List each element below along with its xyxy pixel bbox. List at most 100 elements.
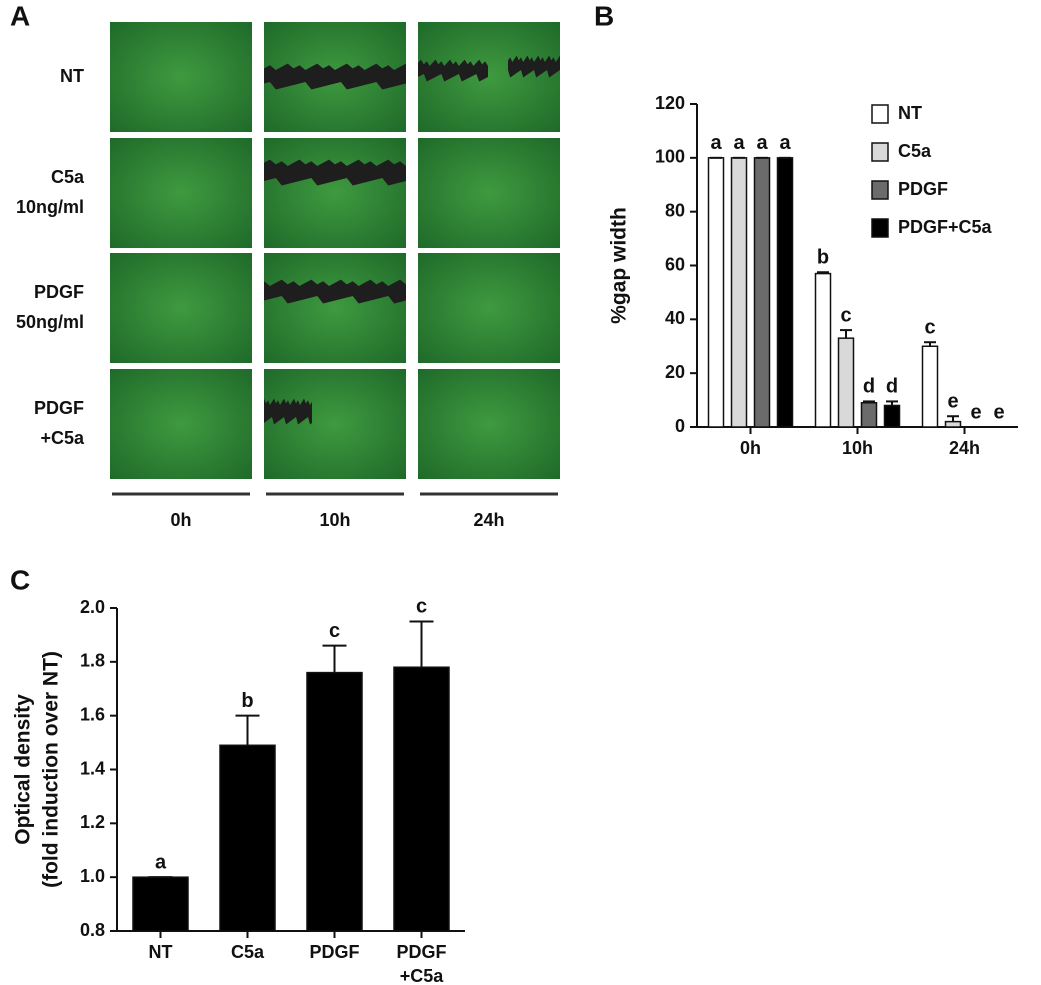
y-tick-label: 120 bbox=[655, 93, 685, 113]
y-tick-label: 60 bbox=[665, 254, 685, 274]
panel-label: A bbox=[10, 0, 30, 31]
bar bbox=[132, 876, 189, 932]
y-axis-title: (fold induction over NT) bbox=[40, 651, 63, 888]
significance-letter: c bbox=[840, 304, 851, 326]
bar bbox=[837, 337, 855, 428]
error-bar bbox=[863, 400, 875, 403]
significance-letter: c bbox=[924, 316, 935, 338]
legend-label: PDGF+C5a bbox=[898, 217, 993, 237]
legend-label: PDGF bbox=[898, 179, 948, 199]
x-tick-label: NT bbox=[149, 942, 173, 962]
y-axis-title: %gap width bbox=[608, 207, 631, 324]
error-bar bbox=[409, 620, 434, 668]
bar bbox=[921, 345, 939, 428]
error-bar bbox=[817, 271, 829, 274]
legend-swatch bbox=[871, 142, 889, 162]
legend-swatch bbox=[871, 104, 889, 124]
error-bar bbox=[947, 415, 959, 422]
bar bbox=[883, 404, 901, 428]
significance-letter: a bbox=[779, 132, 791, 154]
micrograph bbox=[110, 138, 252, 248]
micrograph bbox=[418, 253, 560, 363]
significance-letter: c bbox=[329, 620, 340, 642]
micrograph bbox=[264, 253, 406, 363]
row-label: PDGF bbox=[34, 398, 84, 418]
wound-gap bbox=[508, 55, 560, 78]
bar bbox=[814, 272, 832, 428]
x-tick-label: +C5a bbox=[400, 966, 445, 985]
micrograph bbox=[264, 138, 406, 248]
panel-label: C bbox=[10, 564, 30, 595]
row-label: 10ng/ml bbox=[16, 197, 84, 217]
row-label: NT bbox=[60, 66, 84, 86]
optical-density-chart: 0.8 1.0 1.2 1.4 1.6 1.8 2.0 Optical density (fol… bbox=[12, 596, 465, 985]
bar bbox=[944, 420, 962, 428]
significance-letter: e bbox=[947, 391, 958, 413]
column-label: 10h bbox=[319, 510, 350, 530]
y-tick-label: 40 bbox=[665, 308, 685, 328]
significance-letter: e bbox=[970, 401, 981, 423]
bar bbox=[860, 402, 878, 428]
micrograph bbox=[418, 138, 560, 248]
x-tick-label: 0h bbox=[740, 438, 761, 458]
wound-gap bbox=[264, 279, 406, 304]
micrograph bbox=[110, 22, 252, 132]
x-tick-label: PDGF bbox=[309, 942, 359, 962]
y-tick-label: 1.2 bbox=[80, 812, 105, 832]
significance-letter: b bbox=[817, 247, 829, 269]
significance-letter: a bbox=[155, 851, 167, 873]
error-bar bbox=[235, 714, 260, 746]
significance-letter: d bbox=[886, 376, 898, 398]
micrograph bbox=[418, 22, 560, 132]
error-bar bbox=[886, 400, 898, 406]
micrograph bbox=[264, 369, 406, 479]
y-tick-label: 100 bbox=[655, 147, 685, 167]
column-label: 0h bbox=[170, 510, 191, 530]
column-label: 24h bbox=[473, 510, 504, 530]
x-tick-label: 10h bbox=[842, 438, 873, 458]
y-tick-label: 1.6 bbox=[80, 704, 105, 724]
panel-label: B bbox=[594, 0, 614, 31]
y-tick-label: 0.8 bbox=[80, 920, 105, 940]
significance-letter: a bbox=[756, 132, 768, 154]
micrograph bbox=[418, 369, 560, 479]
bar bbox=[753, 157, 771, 428]
row-label: PDGF bbox=[34, 282, 84, 302]
significance-letter: a bbox=[710, 132, 722, 154]
micrograph-grid: NT C5a 10ng/ml PDGF 50ng/ml PDGF +C5a 0h 10h 24h bbox=[16, 22, 560, 530]
significance-letter: c bbox=[416, 596, 427, 618]
micrograph bbox=[110, 369, 252, 479]
legend-label: NT bbox=[898, 103, 922, 123]
error-bar bbox=[924, 341, 936, 347]
error-bar bbox=[322, 644, 347, 673]
bar bbox=[219, 744, 276, 932]
wound-gap bbox=[264, 398, 312, 425]
wound-gap bbox=[418, 59, 488, 82]
bar bbox=[730, 157, 748, 428]
bar bbox=[707, 157, 725, 428]
wound-gap bbox=[264, 159, 406, 186]
y-tick-label: 2.0 bbox=[80, 597, 105, 617]
significance-letter: b bbox=[241, 690, 253, 712]
legend-swatch bbox=[871, 218, 889, 238]
bar bbox=[306, 671, 363, 932]
micrograph bbox=[110, 253, 252, 363]
y-axis-title: Optical density bbox=[12, 694, 35, 845]
x-tick-label: PDGF bbox=[396, 942, 446, 962]
y-tick-label: 20 bbox=[665, 362, 685, 382]
y-tick-label: 1.0 bbox=[80, 866, 105, 886]
significance-letter: a bbox=[733, 132, 745, 154]
y-tick-label: 0 bbox=[675, 416, 685, 436]
error-bar bbox=[840, 329, 852, 339]
legend-label: C5a bbox=[898, 141, 932, 161]
y-tick-label: 1.8 bbox=[80, 651, 105, 671]
significance-letter: e bbox=[993, 401, 1004, 423]
bar bbox=[776, 157, 794, 428]
significance-letter: d bbox=[863, 376, 875, 398]
y-tick-label: 80 bbox=[665, 200, 685, 220]
row-label: C5a bbox=[51, 167, 85, 187]
bar bbox=[393, 666, 450, 932]
x-tick-label: 24h bbox=[949, 438, 980, 458]
